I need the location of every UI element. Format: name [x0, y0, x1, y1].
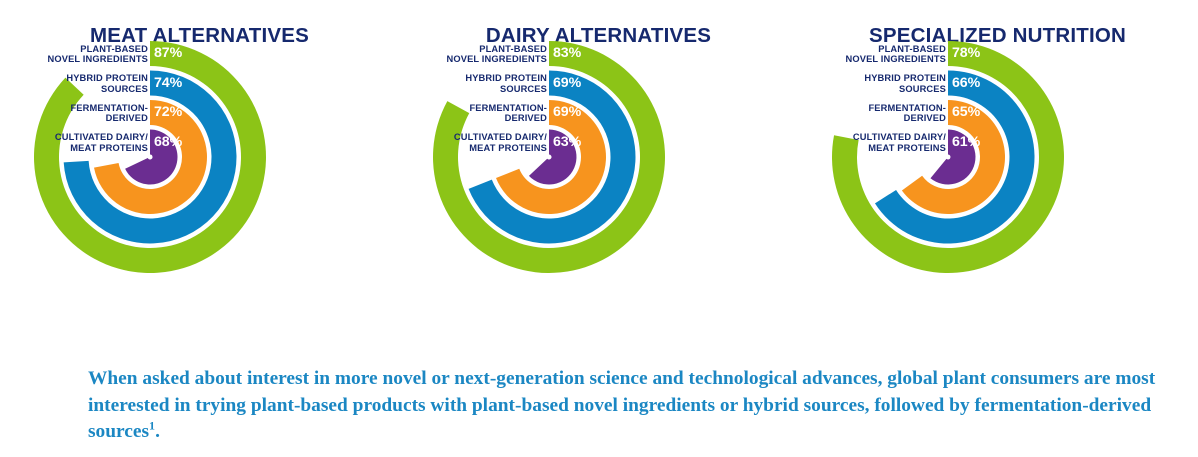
- chart-title: SPECIALIZED NUTRITION: [868, 24, 1127, 47]
- ring-arc: [125, 129, 178, 185]
- ring-arc: [874, 70, 1035, 244]
- chart-title: DAIRY ALTERNATIVES: [485, 24, 712, 47]
- caption-text: When asked about interest in more novel …: [88, 368, 1156, 442]
- ring-arc: [468, 70, 636, 244]
- chart-block: SPECIALIZED NUTRITION PLANT-BASED NOVEL I…: [798, 0, 1197, 355]
- chart-block: MEAT ALTERNATIVES PLANT-BASED NOVEL INGRE…: [0, 0, 399, 355]
- chart-block: DAIRY ALTERNATIVES PLANT-BASED NOVEL INGR…: [399, 0, 798, 355]
- ring-arc: [901, 100, 1006, 214]
- radial-bar-chart: [831, 41, 1064, 273]
- radial-bar-chart: [33, 41, 266, 273]
- ring-arc: [528, 129, 577, 185]
- charts-row: MEAT ALTERNATIVES PLANT-BASED NOVEL INGRE…: [0, 0, 1197, 355]
- ring-arc: [63, 70, 237, 244]
- ring-arc: [94, 100, 208, 215]
- summary-caption: When asked about interest in more novel …: [88, 366, 1168, 446]
- ring-arc: [496, 100, 606, 214]
- caption-period: .: [155, 421, 160, 442]
- footnote-marker: 1: [149, 418, 156, 433]
- chart-title: MEAT ALTERNATIVES: [89, 24, 310, 47]
- ring-arc: [930, 129, 976, 185]
- radial-bar-chart: [433, 41, 666, 273]
